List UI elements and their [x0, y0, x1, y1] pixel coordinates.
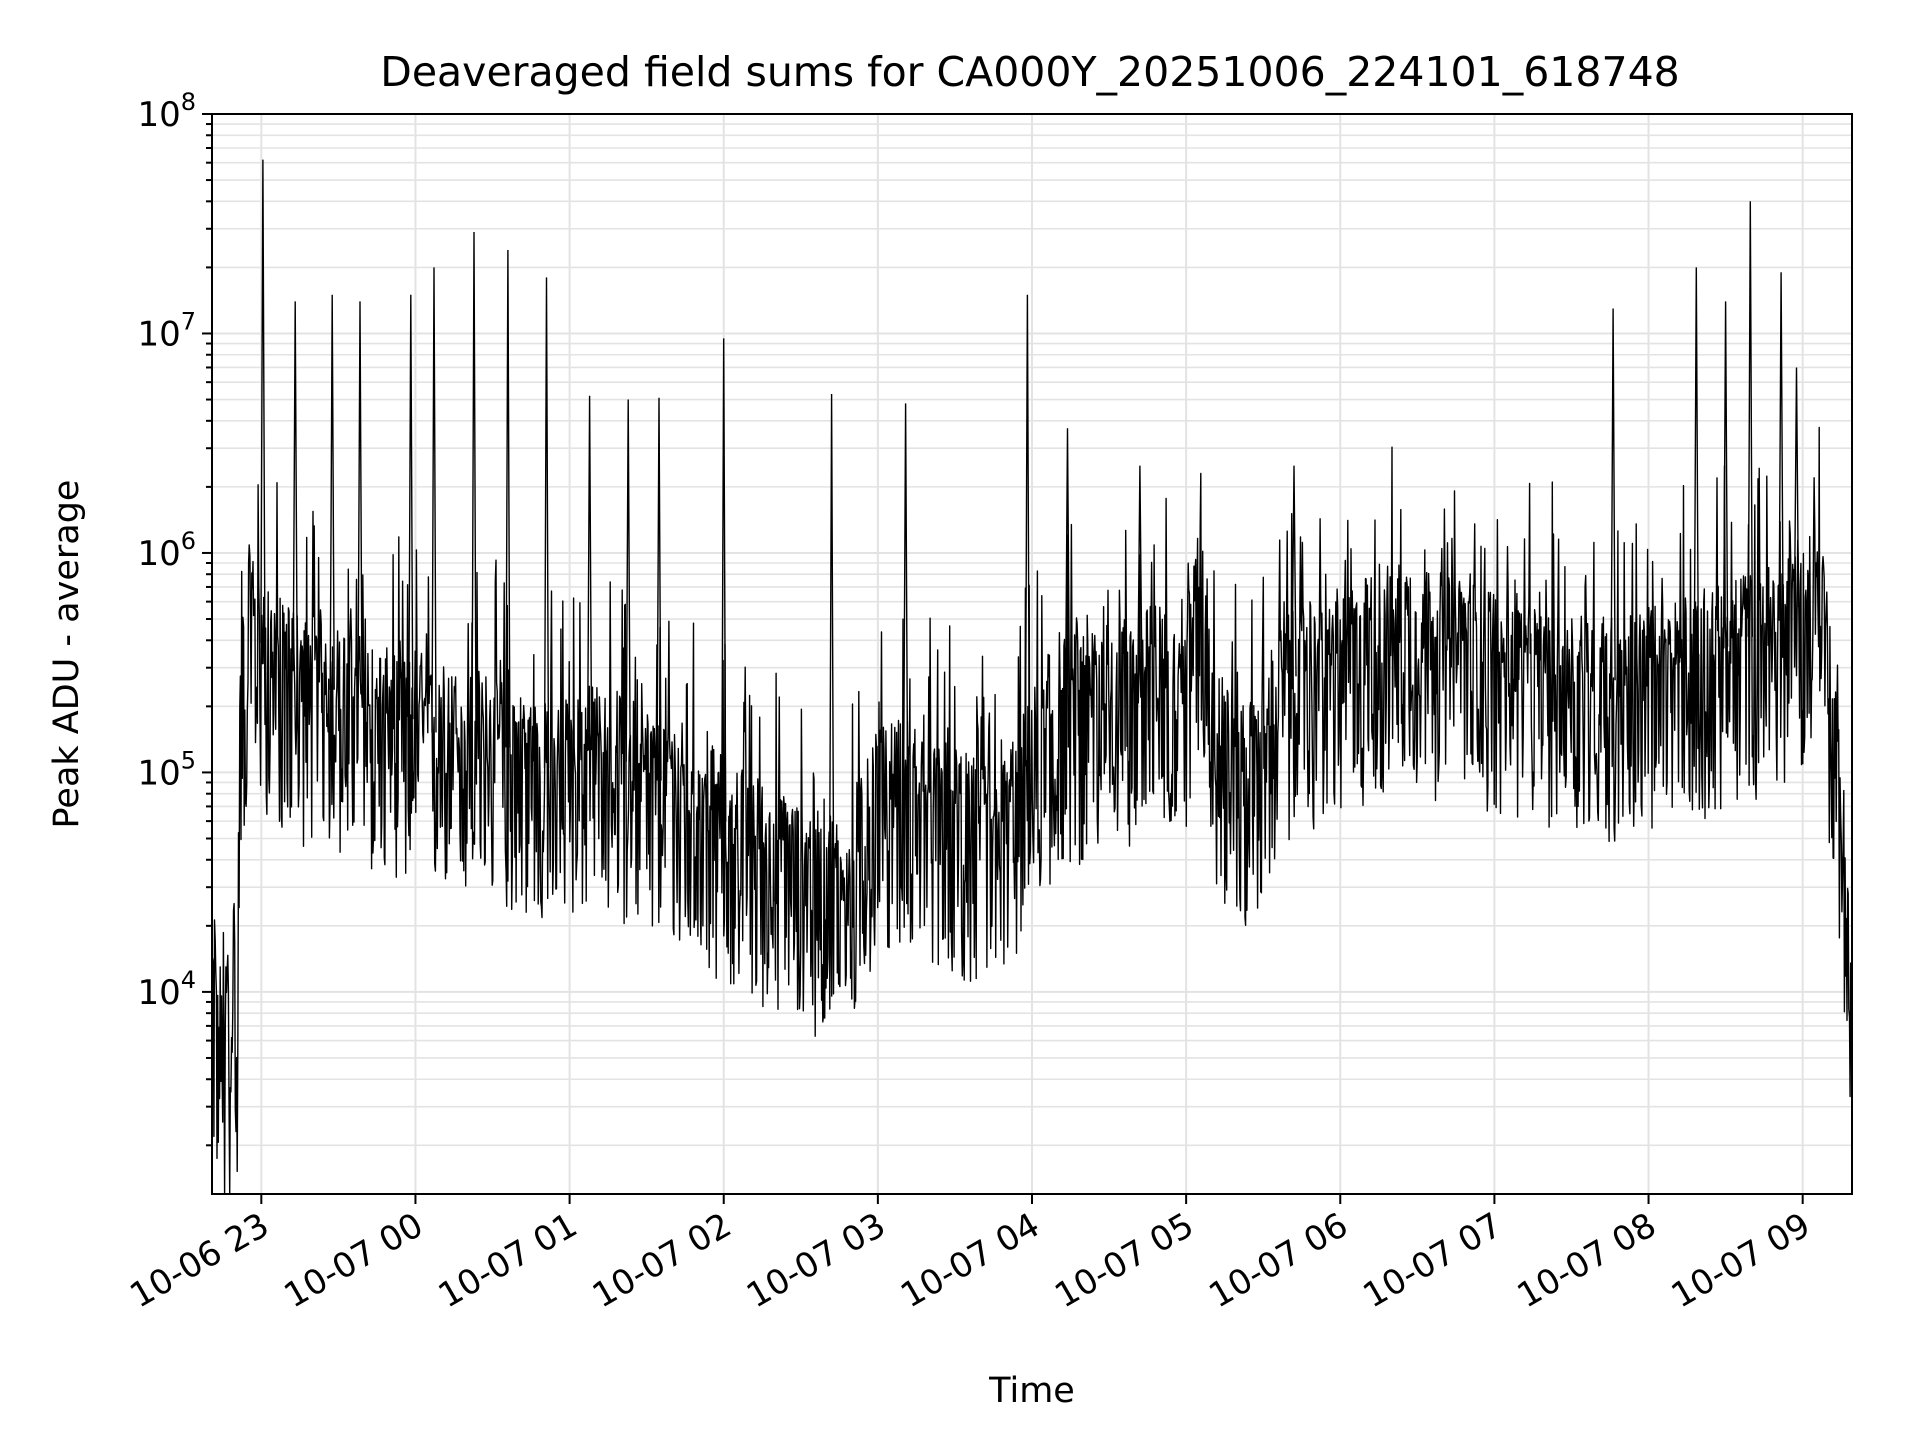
spike-point: [260, 159, 266, 643]
spike-point: [408, 294, 414, 720]
data-series: [211, 159, 1853, 1195]
spike-point: [1793, 367, 1800, 608]
spike-point: [625, 399, 631, 762]
y-tick-label-exponent: 6: [181, 527, 196, 555]
y-tick-label-base: 10: [137, 95, 180, 135]
y-tick-label: 104: [137, 966, 196, 1013]
y-tick-label: 108: [137, 88, 196, 135]
y-tick-label-exponent: 8: [181, 88, 196, 116]
y-tick-label-exponent: 5: [181, 746, 196, 774]
y-tick-label-exponent: 7: [181, 307, 196, 335]
spike-point: [1137, 465, 1143, 677]
spike-point: [1291, 465, 1297, 677]
y-tick-label-exponent: 4: [181, 966, 196, 994]
x-axis-label: Time: [988, 1371, 1075, 1411]
spike-point: [1747, 201, 1753, 637]
spike-point: [1024, 294, 1031, 767]
y-tick-label-base: 10: [137, 534, 180, 574]
spike-point: [1778, 272, 1784, 621]
spike-point: [505, 249, 511, 748]
y-axis-label: Peak ADU - average: [47, 480, 87, 829]
series-line: [211, 426, 1853, 1195]
spike-point: [292, 301, 298, 672]
spike-point: [431, 267, 437, 733]
spike-point: [1722, 301, 1729, 647]
spike-point: [721, 338, 727, 822]
spike-point: [1693, 267, 1699, 657]
spike-point: [586, 395, 593, 751]
y-tick-label-base: 10: [137, 973, 180, 1013]
y-tick-label: 105: [137, 746, 196, 793]
y-tick-label: 107: [137, 307, 196, 354]
y-tick-label-base: 10: [137, 753, 180, 793]
spike-point: [1064, 428, 1071, 706]
y-tick-label: 106: [137, 527, 196, 574]
spike-point: [1610, 308, 1616, 681]
chart-title: Deaveraged field sums for CA000Y_2025100…: [380, 48, 1679, 96]
y-tick-label-base: 10: [137, 314, 180, 354]
spike-point: [656, 397, 662, 781]
spike-point: [543, 277, 550, 768]
spike-point: [828, 393, 835, 880]
spike-point: [329, 294, 335, 690]
spike-point: [902, 403, 909, 784]
spike-point: [471, 231, 477, 736]
spike-point: [357, 301, 363, 699]
